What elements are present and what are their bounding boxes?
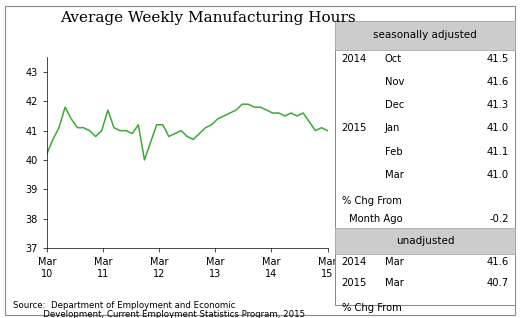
Text: 40.7: 40.7	[486, 279, 509, 288]
Text: Development, Current Employment Statistics Program, 2015: Development, Current Employment Statisti…	[13, 310, 305, 318]
Text: Mar: Mar	[385, 279, 404, 288]
Text: 41.3: 41.3	[486, 100, 509, 110]
Text: Average Weekly Manufacturing Hours: Average Weekly Manufacturing Hours	[60, 11, 356, 25]
Text: Oct: Oct	[385, 54, 402, 64]
Text: 2015: 2015	[342, 279, 367, 288]
Text: 41.6: 41.6	[486, 77, 509, 87]
Text: 41.1: 41.1	[486, 147, 509, 156]
Text: 2014: 2014	[342, 257, 367, 267]
Text: Nov: Nov	[385, 77, 404, 87]
Text: Month Ago: Month Ago	[349, 214, 403, 224]
Text: 2014: 2014	[342, 54, 367, 64]
Text: 41.0: 41.0	[486, 123, 509, 133]
Text: seasonally adjusted: seasonally adjusted	[373, 30, 477, 40]
Text: Mar: Mar	[385, 170, 404, 180]
Text: 41.0: 41.0	[486, 170, 509, 180]
Text: 41.6: 41.6	[486, 257, 509, 267]
Text: unadjusted: unadjusted	[396, 236, 454, 245]
Text: 2015: 2015	[342, 123, 367, 133]
Text: Feb: Feb	[385, 147, 402, 156]
Text: % Chg From: % Chg From	[342, 196, 401, 206]
Text: -0.2: -0.2	[489, 214, 509, 224]
Text: Mar: Mar	[385, 257, 404, 267]
Text: 41.5: 41.5	[486, 54, 509, 64]
Text: Dec: Dec	[385, 100, 404, 110]
Text: Jan: Jan	[385, 123, 400, 133]
Text: Source:  Department of Employment and Economic: Source: Department of Employment and Eco…	[13, 301, 236, 309]
Text: % Chg From: % Chg From	[342, 303, 401, 313]
